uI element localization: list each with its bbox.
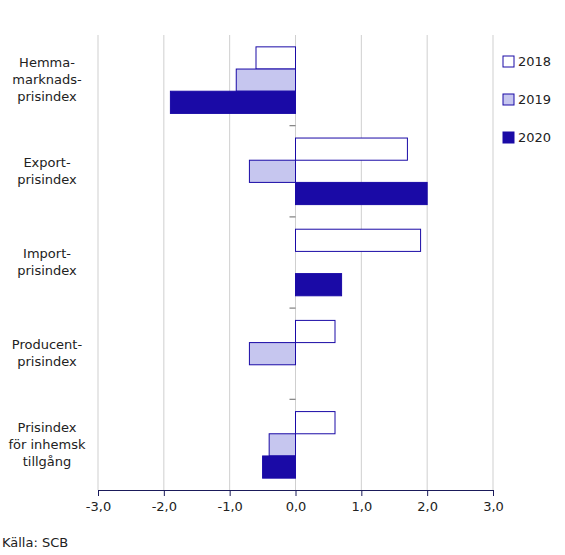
category-separators [290, 126, 296, 400]
category-label: Prisindexför inhemsktillgång [8, 419, 86, 468]
tick: 0,0 [286, 490, 307, 514]
tick: 1,0 [351, 490, 372, 514]
tick-label: 1,0 [351, 499, 372, 514]
category-label: Import-prisindex [17, 246, 77, 278]
series [170, 91, 427, 478]
tick: -3,0 [86, 490, 111, 514]
legend-label: 2018 [518, 54, 551, 69]
bars [170, 47, 427, 478]
category-tick [290, 308, 296, 309]
bar [263, 456, 296, 478]
bar [170, 91, 295, 113]
bar [256, 47, 296, 69]
grid-line [361, 35, 362, 490]
category-tick [290, 216, 296, 217]
tick-label: 0,0 [286, 499, 307, 514]
bar [295, 365, 296, 387]
tick-label: -3,0 [86, 499, 111, 514]
bar [296, 229, 421, 251]
bar [295, 251, 296, 273]
grid-line [98, 35, 99, 490]
grid [98, 35, 493, 490]
tick-label: 2,0 [417, 499, 438, 514]
bar [236, 69, 295, 91]
tick-mark [164, 490, 165, 496]
category-tick [290, 125, 296, 126]
chart: -3,0 -2,0 -1,0 0,0 1,0 2,0 3,0 Hemma-marknads-p… [0, 0, 565, 555]
x-axis: -3,0 -2,0 -1,0 0,0 1,0 2,0 3,0 [86, 490, 504, 514]
tick-mark [427, 490, 428, 496]
source: Källa: SCB [2, 535, 68, 550]
tick-label: -1,0 [217, 499, 242, 514]
tick-mark [98, 490, 99, 496]
bar [269, 434, 295, 456]
tick-label: -2,0 [152, 499, 177, 514]
legend-swatch [503, 56, 514, 67]
grid-line [163, 35, 164, 490]
legend-label: 2020 [518, 130, 551, 145]
category-label: Hemma-marknads-prisindex [12, 55, 82, 104]
bar [296, 274, 342, 296]
series [236, 69, 295, 456]
bar [296, 412, 336, 434]
plot: -3,0 -2,0 -1,0 0,0 1,0 2,0 3,0 [86, 35, 504, 514]
category-labels: Hemma-marknads-prisindex Export-prisindex… [8, 55, 86, 469]
tick: 2,0 [417, 490, 438, 514]
bar [296, 182, 428, 204]
grid-line [427, 35, 428, 490]
category-label: Export-prisindex [17, 154, 77, 186]
tick: -1,0 [217, 490, 242, 514]
tick-mark [230, 490, 231, 496]
legend-swatch [503, 132, 514, 143]
bar [249, 160, 295, 182]
bar [296, 320, 336, 342]
grid-line [493, 35, 494, 490]
tick-label: 3,0 [483, 499, 504, 514]
legend: 2018 2019 2020 [503, 54, 551, 145]
category-tick [290, 399, 296, 400]
legend-swatch [503, 94, 514, 105]
tick: 3,0 [483, 490, 504, 514]
bar [249, 343, 295, 365]
category-label: Producent-prisindex [12, 337, 83, 369]
tick-mark [361, 490, 362, 496]
tick: -2,0 [152, 490, 177, 514]
legend-label: 2019 [518, 92, 551, 107]
tick-mark [296, 490, 297, 496]
bar [296, 138, 408, 160]
tick-mark [493, 490, 494, 496]
